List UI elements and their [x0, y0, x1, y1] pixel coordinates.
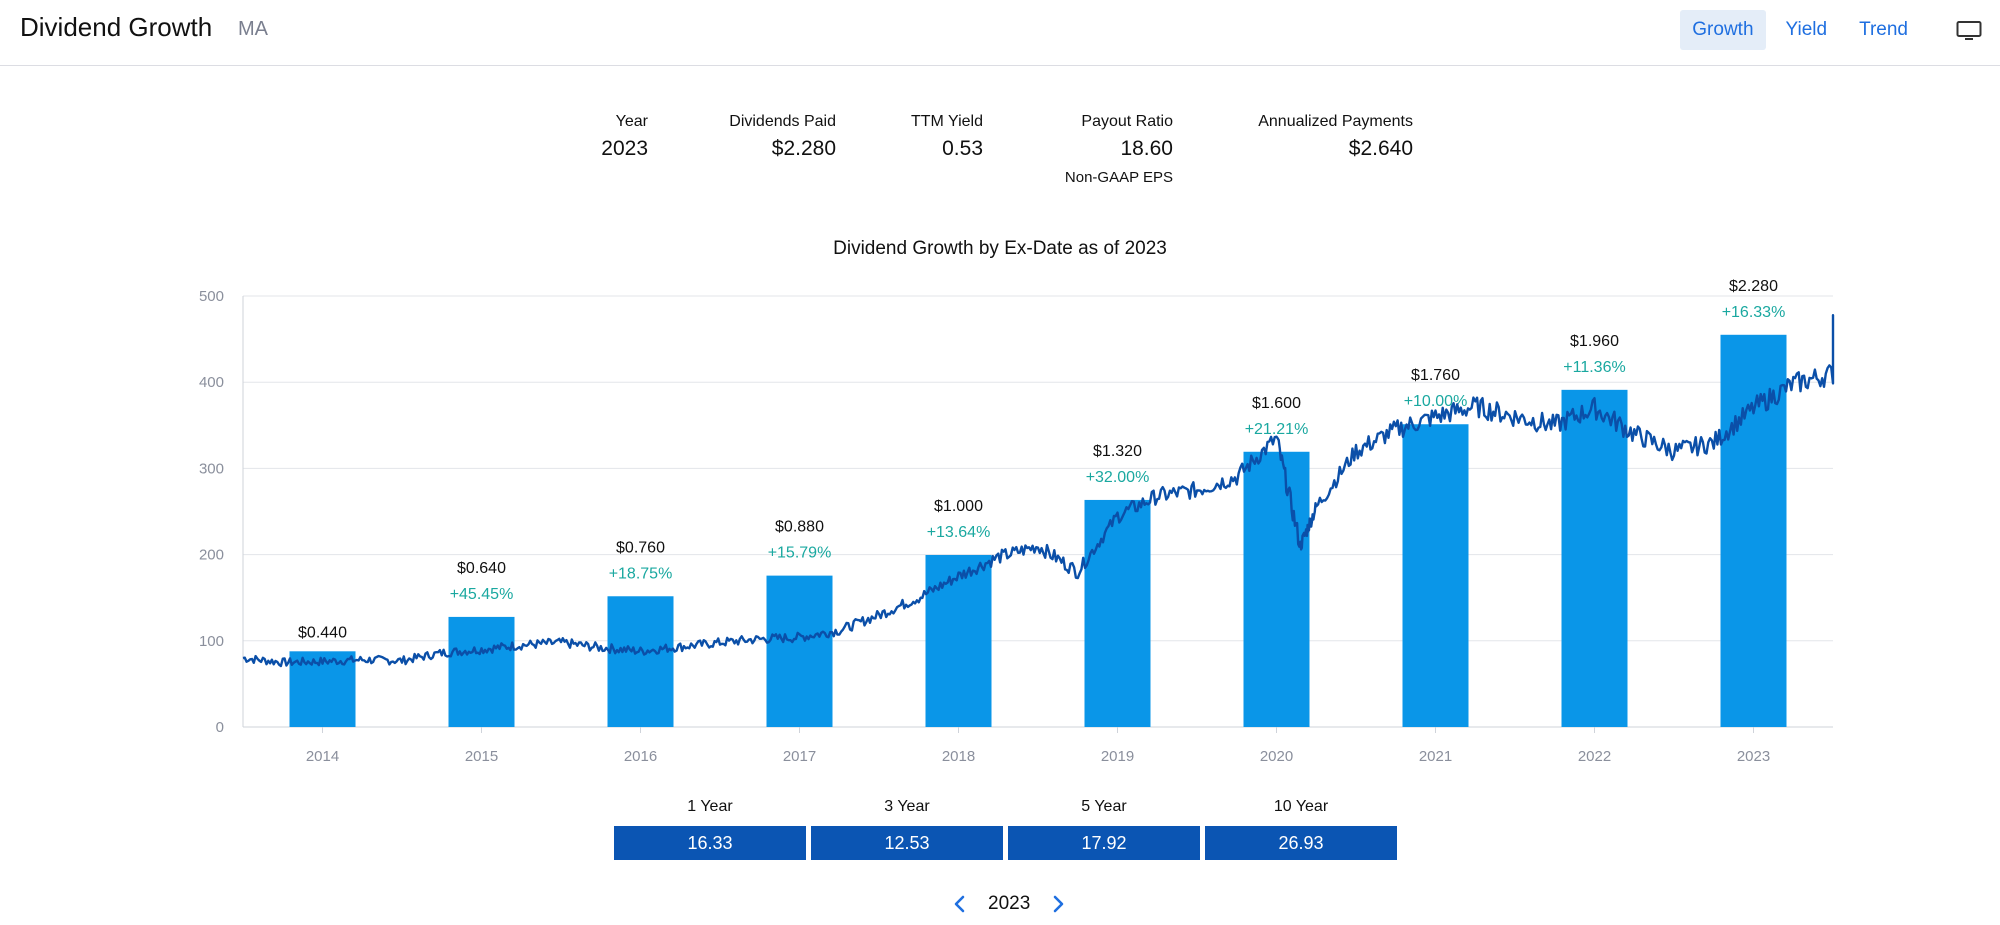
bar-2019	[1084, 499, 1151, 727]
bar-value-label: $2.280	[1729, 278, 1778, 295]
bar-2021	[1402, 424, 1469, 727]
bar-value-label: $1.000	[934, 498, 983, 515]
stat-payout-ratio: Payout Ratio 18.60 Non-GAAP EPS	[1065, 113, 1173, 186]
bar-growth-label: +16.33%	[1722, 304, 1786, 321]
growth-label-3y: 3 Year	[884, 798, 930, 815]
stat-payout-ratio-value: 18.60	[1120, 137, 1173, 160]
stat-annualized-label: Annualized Payments	[1258, 113, 1413, 130]
bar-growth-label: +13.64%	[927, 524, 991, 541]
bar-growth-label: +45.45%	[450, 586, 514, 603]
growth-label-5y: 5 Year	[1081, 798, 1127, 815]
bar-growth-label: +18.75%	[609, 565, 673, 582]
stat-ttm-yield-label: TTM Yield	[910, 113, 983, 130]
header: Dividend Growth MA Growth Yield Trend	[0, 0, 2000, 66]
bar-2022	[1561, 389, 1628, 727]
x-tick-label: 2023	[1737, 748, 1770, 765]
y-tick-label: 0	[216, 719, 224, 736]
stat-payout-ratio-sub: Non-GAAP EPS	[1064, 169, 1173, 186]
growth-col-5y: 5 Year 17.92	[1008, 796, 1200, 860]
tab-growth[interactable]: Growth	[1680, 10, 1766, 50]
stat-dividends-paid-value: $2.280	[771, 137, 836, 160]
growth-label-10y: 10 Year	[1273, 798, 1329, 815]
bar-2018	[925, 554, 992, 727]
bar-2023	[1720, 334, 1787, 727]
bar-2015	[448, 616, 515, 727]
y-tick-label: 200	[199, 547, 224, 564]
growth-col-1y: 1 Year 16.33	[614, 796, 806, 860]
x-tick-label: 2015	[465, 748, 498, 765]
bar-growth-label: +15.79%	[768, 545, 832, 562]
growth-value-5y: 17.92	[1008, 826, 1200, 860]
x-tick-label: 2019	[1101, 748, 1134, 765]
bar-2020	[1243, 451, 1310, 727]
bar-2016	[607, 596, 674, 727]
bar-value-label: $1.600	[1252, 395, 1301, 412]
price-line	[242, 314, 1835, 668]
stat-year: Year 2023	[601, 113, 648, 161]
bar-value-label: $1.760	[1411, 367, 1460, 384]
growth-value-1y: 16.33	[614, 826, 806, 860]
stat-annualized-payments: Annualized Payments $2.640	[1258, 113, 1413, 161]
growth-value-3y: 12.53	[811, 826, 1003, 860]
bar-value-label: $0.880	[775, 519, 824, 536]
tab-yield[interactable]: Yield	[1785, 19, 1828, 40]
x-tick-label: 2018	[942, 748, 975, 765]
x-tick-label: 2017	[783, 748, 816, 765]
chart-title: Dividend Growth by Ex-Date as of 2023	[833, 238, 1167, 259]
page-title: Dividend Growth	[20, 12, 213, 42]
y-tick-label: 300	[199, 460, 224, 477]
stat-dividends-paid: Dividends Paid $2.280	[729, 113, 836, 161]
y-tick-label: 500	[199, 288, 224, 305]
y-tick-label: 100	[199, 633, 224, 650]
bar-2017	[766, 575, 833, 727]
year-pager: 2023	[950, 892, 1068, 916]
stat-year-value: 2023	[601, 137, 648, 160]
stat-year-label: Year	[615, 113, 648, 130]
stat-annualized-value: $2.640	[1348, 137, 1413, 160]
stat-ttm-yield: TTM Yield 0.53	[911, 113, 983, 161]
growth-value-10y: 26.93	[1205, 826, 1397, 860]
bar-value-label: $0.760	[616, 539, 665, 556]
bar-value-label: $1.320	[1093, 443, 1142, 460]
bar-value-label: $1.960	[1570, 333, 1619, 350]
growth-label-1y: 1 Year	[687, 798, 733, 815]
pager-year: 2023	[988, 893, 1031, 914]
x-tick-label: 2016	[624, 748, 657, 765]
growth-col-3y: 3 Year 12.53	[811, 796, 1003, 860]
dividend-growth-chart: 0 100 200 300 400 500 2014 $0.440 2015 $0.640 +45.…	[199, 278, 1835, 765]
x-tick-label: 2014	[306, 748, 339, 765]
chevron-right-icon[interactable]	[1048, 892, 1068, 916]
x-tick-label: 2022	[1578, 748, 1611, 765]
stat-dividends-paid-label: Dividends Paid	[729, 113, 836, 130]
bar-growth-label: +32.00%	[1086, 469, 1150, 486]
stat-ttm-yield-value: 0.53	[942, 137, 983, 160]
view-tabs: Growth Yield Trend	[1680, 10, 1920, 50]
monitor-icon[interactable]	[1956, 20, 1982, 42]
tab-trend[interactable]: Trend	[1859, 19, 1908, 40]
chevron-left-icon[interactable]	[950, 892, 970, 916]
bar-growth-label: +21.21%	[1245, 421, 1309, 438]
y-tick-label: 400	[199, 374, 224, 391]
bar-growth-label: +11.36%	[1563, 359, 1625, 376]
stat-payout-ratio-label: Payout Ratio	[1081, 113, 1173, 130]
growth-col-10y: 10 Year 26.93	[1205, 796, 1397, 860]
x-tick-label: 2021	[1419, 748, 1452, 765]
ticker-symbol: MA	[238, 18, 268, 40]
bar-value-label: $0.440	[298, 624, 347, 641]
bar-value-label: $0.640	[457, 560, 506, 577]
x-tick-label: 2020	[1260, 748, 1293, 765]
